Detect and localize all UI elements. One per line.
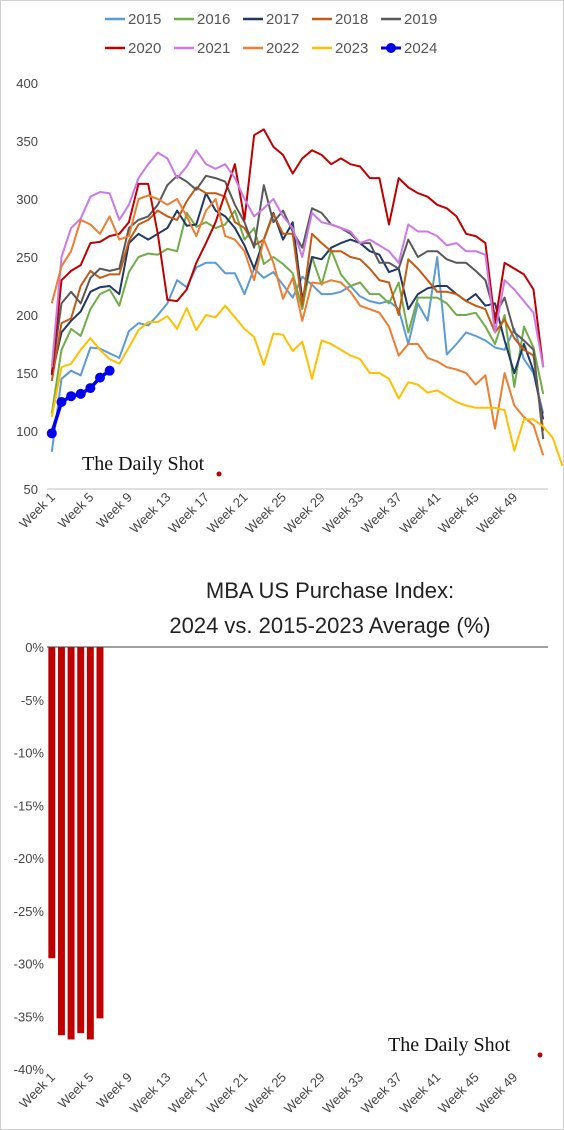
legend-label: 2021: [197, 40, 230, 57]
data-point: [104, 365, 115, 376]
x-tick-label: Week 5: [55, 490, 97, 532]
watermark-logo: The Daily Shot: [388, 1034, 511, 1056]
legend-item-2023: 2023: [312, 40, 368, 57]
data-point: [66, 391, 77, 402]
series-line-2015: [50, 256, 545, 453]
x-tick-label: Week 17: [165, 490, 212, 537]
legend-label: 2022: [266, 40, 299, 57]
series-line-2021: [50, 149, 545, 368]
y-tick-label: -10%: [14, 746, 45, 761]
y-tick-label: -25%: [14, 904, 45, 919]
x-tick-label: Week 29: [281, 1070, 328, 1117]
bar: [77, 647, 85, 1034]
legend-label: 2015: [128, 11, 161, 28]
x-tick-label: Week 41: [397, 1070, 444, 1117]
y-tick-label: 50: [24, 482, 38, 497]
y-tick-label: -5%: [21, 693, 45, 708]
legend-item-2021: 2021: [174, 40, 230, 57]
x-tick-label: Week 41: [397, 490, 444, 537]
bar: [57, 647, 65, 1036]
series-2024: [46, 365, 115, 439]
bar: [67, 647, 75, 1040]
series-2020: [50, 128, 545, 375]
x-tick-label: Week 37: [358, 490, 405, 537]
chart-subtitle: 2024 vs. 2015-2023 Average (%): [169, 613, 490, 638]
x-tick-label: Week 37: [358, 1070, 405, 1117]
bar: [96, 647, 104, 1019]
y-tick-label: -40%: [14, 1062, 45, 1077]
series-line-2018: [50, 186, 545, 432]
y-tick-label: -20%: [14, 851, 45, 866]
x-tick-label: Week 45: [435, 1070, 482, 1117]
series-2021: [50, 149, 545, 368]
series-line-2022: [50, 194, 545, 456]
legend-marker: [386, 43, 396, 53]
series-2023: [50, 304, 564, 467]
legend-label: 2024: [404, 40, 437, 57]
bar: [48, 647, 56, 959]
x-tick-label: Week 13: [127, 490, 174, 537]
legend-label: 2020: [128, 40, 161, 57]
legend-item-2016: 2016: [174, 11, 230, 28]
series-2018: [50, 186, 545, 432]
x-tick-label: Week 13: [127, 1070, 174, 1117]
y-tick-label: 350: [16, 134, 38, 149]
x-tick-label: Week 49: [474, 490, 521, 537]
logo-dot: [216, 471, 222, 477]
y-tick-label: 250: [16, 250, 38, 265]
legend-label: 2017: [266, 11, 299, 28]
data-point: [75, 388, 86, 399]
x-tick-label: Week 29: [281, 490, 328, 537]
x-tick-label: Week 33: [320, 490, 367, 537]
legend-label: 2018: [335, 11, 368, 28]
series-line-2019: [50, 174, 545, 440]
data-point: [56, 397, 67, 407]
legend-item-2017: 2017: [243, 11, 299, 28]
x-tick-label: Week 25: [242, 1070, 289, 1117]
data-point: [46, 428, 57, 439]
y-tick-label: 400: [16, 76, 38, 91]
y-tick-label: 0%: [25, 640, 44, 655]
legend-label: 2019: [404, 11, 437, 28]
legend-item-2018: 2018: [312, 11, 368, 28]
series-2022: [50, 194, 545, 456]
bar: [86, 647, 94, 1040]
legend-item-2015: 2015: [105, 11, 161, 28]
x-tick-label: Week 21: [204, 1070, 251, 1117]
series-2015: [50, 256, 545, 453]
x-tick-label: Week 21: [204, 490, 251, 537]
series-line-2023: [50, 304, 564, 467]
legend-item-2024: 2024: [381, 40, 437, 57]
x-tick-label: Week 45: [435, 490, 482, 537]
watermark-logo: The Daily Shot: [82, 453, 205, 475]
legend-item-2019: 2019: [381, 11, 437, 28]
legend-label: 2023: [335, 40, 368, 57]
y-tick-label: -35%: [14, 1009, 45, 1024]
y-tick-label: 100: [16, 424, 38, 439]
series-2019: [50, 174, 545, 440]
data-point: [94, 372, 105, 383]
x-tick-label: Week 5: [55, 1070, 97, 1112]
legend-label: 2016: [197, 11, 230, 28]
data-point: [85, 383, 96, 394]
series-2016: [50, 209, 545, 414]
y-tick-label: -15%: [14, 798, 45, 813]
series-line-2016: [50, 209, 545, 414]
x-tick-label: Week 25: [242, 490, 289, 537]
y-tick-label: 200: [16, 308, 38, 323]
x-tick-label: Week 49: [474, 1070, 521, 1117]
series-line-2020: [50, 128, 545, 375]
x-tick-label: Week 33: [320, 1070, 367, 1117]
x-tick-label: Week 17: [165, 1070, 212, 1117]
legend-item-2022: 2022: [243, 40, 299, 57]
y-tick-label: -30%: [14, 957, 45, 972]
y-tick-label: 150: [16, 366, 38, 381]
y-tick-label: 300: [16, 192, 38, 207]
legend-item-2020: 2020: [105, 40, 161, 57]
chart-title: MBA US Purchase Index:: [206, 578, 454, 603]
logo-dot: [537, 1052, 543, 1058]
